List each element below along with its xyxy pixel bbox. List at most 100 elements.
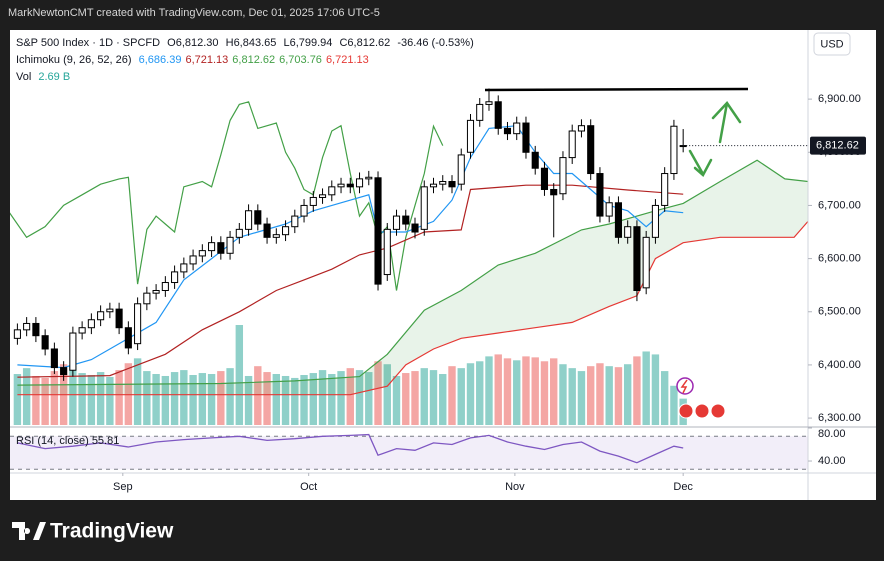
candle-body: [383, 228, 391, 276]
ichimoku-line: [17, 184, 684, 378]
event-flag[interactable]: [694, 403, 710, 419]
volume-bar: [411, 371, 419, 425]
volume-bar: [22, 368, 31, 425]
y-tick-label: 6,300.00: [818, 412, 861, 424]
volume-bar: [355, 370, 364, 425]
volume-bar: [623, 364, 632, 425]
volume-bar: [513, 360, 521, 425]
last-price-label: 6,812.62: [816, 139, 859, 151]
indicator-value: 6,812.62: [232, 54, 276, 66]
indicator-value: 6,686.39: [138, 54, 182, 66]
volume-bar: [642, 351, 650, 425]
candle-body: [540, 167, 549, 190]
volume-bar: [383, 364, 391, 425]
cloud-fill: [17, 160, 808, 395]
x-tick-label: Sep: [113, 481, 133, 493]
candle-body: [485, 101, 493, 105]
volume-bar: [596, 363, 604, 425]
ohlc-key: O: [167, 37, 176, 49]
candle-body: [245, 210, 253, 230]
ohlc-key: L: [283, 37, 290, 49]
rsi-tick-label: 80.00: [818, 428, 846, 440]
candle-body: [614, 202, 622, 238]
candle-body: [476, 103, 484, 121]
ohlc-key: H: [225, 37, 234, 49]
candle-body: [235, 228, 243, 238]
drawings: [484, 87, 749, 419]
indicator-value: 6,721.13: [325, 54, 369, 66]
volume-bar: [263, 372, 271, 425]
y-tick-label: 6,500.00: [818, 306, 861, 318]
candle-body: [106, 308, 114, 313]
volume-bar: [540, 361, 549, 425]
candle-body: [208, 242, 216, 252]
volume-bar: [217, 371, 225, 425]
candle-body: [439, 181, 447, 185]
volume-bar: [633, 356, 641, 425]
candle-body: [596, 173, 604, 217]
volume-bar: [429, 370, 438, 425]
ichimoku-line: [17, 159, 808, 386]
candle-body: [402, 215, 410, 225]
candle-body: [309, 196, 317, 206]
event-flag[interactable]: [678, 403, 694, 419]
candle-body: [633, 226, 641, 291]
candle-layer: [13, 88, 687, 381]
event-flag[interactable]: [710, 403, 726, 419]
volume-bar: [392, 375, 401, 425]
candle-body: [411, 223, 419, 233]
candle-body: [180, 263, 188, 273]
candle-body: [254, 210, 262, 225]
volume-bar: [106, 376, 114, 425]
volume-bar: [485, 356, 493, 425]
rsi-tick-label: 40.00: [818, 455, 846, 467]
volume-bar: [439, 374, 447, 425]
candle-body: [374, 177, 382, 285]
indicator-name[interactable]: Vol: [16, 71, 32, 83]
candle-body: [171, 271, 179, 284]
volume-bar: [198, 373, 207, 425]
candle-body: [198, 250, 206, 257]
volume-bar: [87, 375, 96, 425]
indicator-name[interactable]: RSI (14, close): [16, 435, 89, 447]
volume-bar: [337, 371, 345, 425]
candle-body: [69, 332, 77, 371]
volume-bar: [374, 361, 382, 425]
candle-body: [522, 122, 530, 153]
candle-body: [448, 181, 456, 188]
volume-bar: [531, 357, 539, 425]
candle-body: [87, 319, 95, 329]
indicator-name[interactable]: Ichimoku (9, 26, 52, 26): [16, 54, 132, 66]
change: -36.46 (-0.53%): [397, 37, 474, 49]
volume-bar: [420, 368, 428, 425]
x-tick-label: Oct: [300, 481, 317, 493]
candle-body: [670, 125, 678, 175]
volume-bar: [78, 373, 86, 425]
legend-row: S&P 500 Index · 1D · SPCFD O6,812.30 H6,…: [16, 35, 478, 52]
rsi-line: [17, 433, 684, 464]
volume-bar: [494, 354, 502, 425]
rsi-legend: RSI (14, close) 55.81: [16, 435, 119, 447]
volume-bar: [605, 366, 613, 425]
event-icon[interactable]: [676, 377, 694, 395]
volume-bar: [133, 358, 142, 425]
currency-box[interactable]: [813, 32, 851, 56]
candle-body: [291, 215, 299, 228]
symbol[interactable]: S&P 500 Index · 1D · SPCFD: [16, 37, 161, 49]
ohlc-key: C: [339, 37, 348, 49]
candle-body: [642, 236, 650, 289]
candle-body: [13, 329, 21, 339]
indicator-value: 55.81: [91, 435, 120, 447]
candle-body: [328, 186, 336, 196]
volume-bar: [577, 371, 586, 425]
ohlc-value: 6,812.62: [347, 37, 391, 49]
legend: S&P 500 Index · 1D · SPCFD O6,812.30 H6,…: [16, 35, 478, 86]
candle-body: [143, 292, 151, 305]
x-tick-label: Nov: [505, 481, 525, 493]
volume-bar: [568, 368, 576, 425]
volume-bar: [244, 375, 253, 425]
volume-bar: [180, 370, 188, 425]
volume-bar: [300, 375, 308, 425]
volume-bar: [189, 375, 197, 425]
